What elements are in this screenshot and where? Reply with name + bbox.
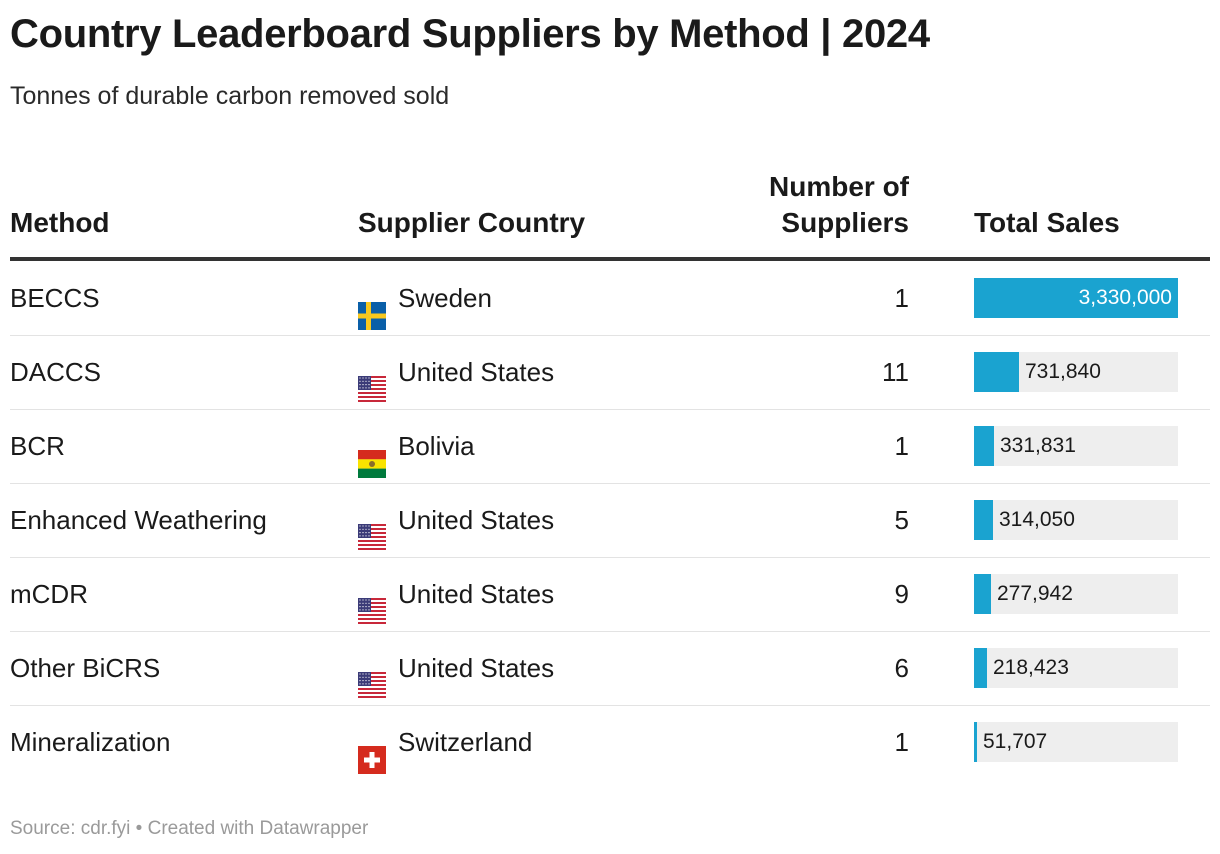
column-header-number-of-suppliers[interactable]: Number of Suppliers xyxy=(769,171,909,238)
country-cell: Switzerland xyxy=(358,705,532,779)
table-row: Enhanced Weathering United States 5 314,050 xyxy=(10,483,1210,558)
country-name: United States xyxy=(398,653,555,683)
country-name: Bolivia xyxy=(398,431,475,461)
us-flag-icon xyxy=(358,580,386,626)
table-row: mCDR United States 9 277,942 xyxy=(10,557,1210,632)
chart-title: Country Leaderboard Suppliers by Method … xyxy=(10,12,930,56)
method-cell: Mineralization xyxy=(10,727,171,757)
bolivia-flag-icon xyxy=(358,432,386,478)
sales-value-label: 277,942 xyxy=(997,582,1073,605)
country-name: Switzerland xyxy=(398,727,533,757)
table-row: BECCS Sweden 1 3,330,000 xyxy=(10,261,1210,336)
sales-bar-track: 731,840 xyxy=(974,352,1178,392)
sales-bar xyxy=(974,574,991,614)
supplier-count-cell: 6 xyxy=(894,653,909,683)
source-footer: Source: cdr.fyi • Created with Datawrapp… xyxy=(10,818,369,839)
country-cell: Bolivia xyxy=(358,409,475,483)
method-cell: Other BiCRS xyxy=(10,653,161,683)
sales-bar xyxy=(974,278,1178,318)
sales-value-label: 314,050 xyxy=(999,508,1075,531)
sales-bar xyxy=(974,648,987,688)
country-name: Sweden xyxy=(398,283,492,313)
sales-value-label: 731,840 xyxy=(1025,360,1101,383)
sales-bar xyxy=(974,426,994,466)
supplier-count-cell: 5 xyxy=(894,505,909,535)
us-flag-icon xyxy=(358,358,386,404)
sweden-flag-icon xyxy=(358,284,386,330)
sales-bar-track: 277,942 xyxy=(974,574,1178,614)
supplier-count-cell: 1 xyxy=(894,727,909,757)
sales-bar-track: 218,423 xyxy=(974,648,1178,688)
country-cell: Sweden xyxy=(358,261,492,335)
country-name: United States xyxy=(398,579,555,609)
table-row: BCR Bolivia 1 331,831 xyxy=(10,409,1210,484)
column-header-total-sales[interactable]: Total Sales xyxy=(974,207,1120,238)
table-row: DACCS United States 11 731,840 xyxy=(10,335,1210,410)
country-name: United States xyxy=(398,505,555,535)
supplier-count-cell: 1 xyxy=(894,431,909,461)
sales-value-label: 331,831 xyxy=(1000,434,1076,457)
method-cell: BECCS xyxy=(10,283,100,313)
sales-bar xyxy=(974,500,993,540)
sales-bar xyxy=(974,352,1019,392)
method-cell: BCR xyxy=(10,431,65,461)
switzerland-flag-icon xyxy=(358,728,386,774)
country-cell: United States xyxy=(358,483,554,557)
sales-bar-track: 331,831 xyxy=(974,426,1178,466)
chart-subtitle: Tonnes of durable carbon removed sold xyxy=(10,82,450,110)
sales-value-label: 3,330,000 xyxy=(1078,286,1172,309)
header-divider xyxy=(10,257,1210,261)
us-flag-icon xyxy=(358,506,386,552)
country-name: United States xyxy=(398,357,555,387)
supplier-count-cell: 9 xyxy=(894,579,909,609)
sales-bar xyxy=(974,722,977,762)
country-cell: United States xyxy=(358,557,554,631)
sales-bar-track: 314,050 xyxy=(974,500,1178,540)
us-flag-icon xyxy=(358,654,386,700)
sales-value-label: 218,423 xyxy=(993,656,1069,679)
method-cell: mCDR xyxy=(10,579,88,609)
supplier-count-cell: 11 xyxy=(882,357,909,387)
table-row: Other BiCRS United States 6 218,423 xyxy=(10,631,1210,706)
supplier-count-cell: 1 xyxy=(894,283,909,313)
country-cell: United States xyxy=(358,335,554,409)
table-row: Mineralization Switzerland 1 51,707 xyxy=(10,705,1210,779)
method-cell: DACCS xyxy=(10,357,102,387)
country-cell: United States xyxy=(358,631,554,705)
method-cell: Enhanced Weathering xyxy=(10,505,267,535)
sales-bar-track: 3,330,000 xyxy=(974,278,1178,318)
sales-bar-track: 51,707 xyxy=(974,722,1178,762)
column-header-supplier-country[interactable]: Supplier Country xyxy=(358,207,586,238)
sales-value-label: 51,707 xyxy=(983,730,1048,753)
column-header-method[interactable]: Method xyxy=(10,207,110,238)
